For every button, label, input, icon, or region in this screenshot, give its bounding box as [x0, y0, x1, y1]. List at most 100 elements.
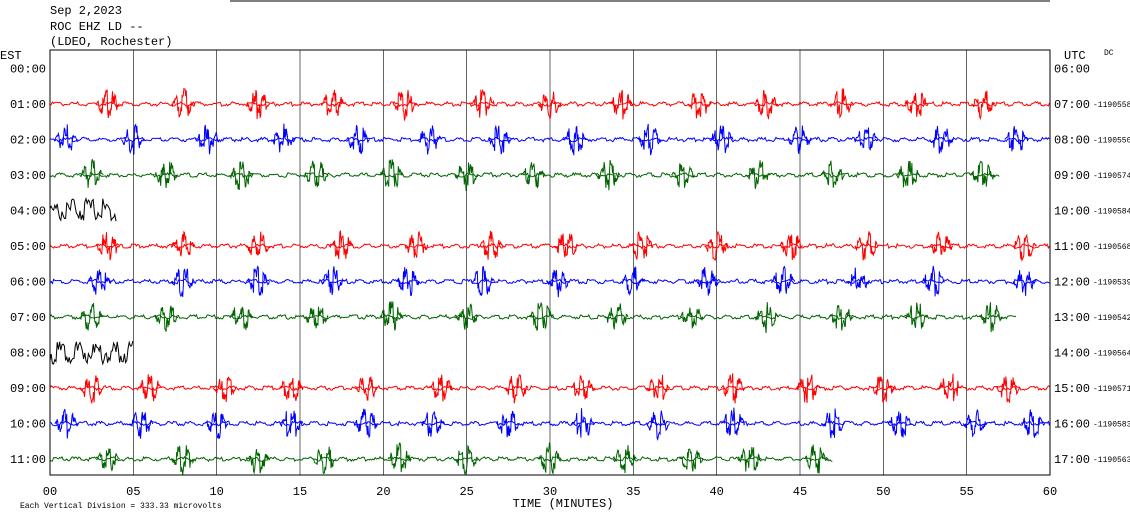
utc-label: 15:00 — [1054, 382, 1090, 396]
event-burst — [454, 444, 479, 476]
event-burst — [962, 409, 987, 437]
event-burst — [795, 374, 821, 403]
event-burst — [470, 266, 496, 296]
est-label: 10:00 — [10, 418, 46, 432]
event-burst — [246, 265, 271, 297]
event-burst — [537, 91, 562, 120]
event-burst — [929, 125, 954, 154]
x-tick-label: 15 — [293, 485, 307, 499]
event-burst — [595, 160, 621, 191]
x-tick-label: 55 — [959, 485, 973, 499]
event-burst — [195, 124, 221, 155]
event-burst — [95, 232, 121, 261]
title-line: Sep 2,2023 — [50, 4, 122, 18]
event-burst — [313, 446, 337, 475]
event-burst — [904, 92, 929, 117]
event-burst — [570, 375, 596, 400]
trace-id: -1190584 — [1093, 208, 1130, 217]
left-axis-label: EST — [0, 49, 22, 63]
trace-id: -1190542 — [1093, 314, 1130, 323]
est-label: 04:00 — [10, 205, 46, 219]
event-burst — [537, 442, 562, 475]
event-burst — [246, 89, 270, 120]
x-tick-label: 25 — [459, 485, 473, 499]
event-burst — [604, 303, 629, 330]
event-burst — [896, 160, 920, 188]
event-burst — [429, 374, 454, 402]
trace — [50, 136, 1050, 143]
event-burst — [870, 376, 896, 405]
event-burst — [612, 445, 637, 474]
x-tick-label: 45 — [793, 485, 807, 499]
event-burst — [392, 89, 417, 122]
trace-id: -1190539 — [1093, 279, 1130, 288]
trace-id: -1190583 — [1093, 421, 1130, 430]
event-burst — [279, 377, 304, 401]
est-label: 11:00 — [10, 453, 46, 467]
event-burst — [829, 305, 854, 331]
event-burst — [929, 231, 954, 255]
x-tick-label: 20 — [376, 485, 390, 499]
utc-label: 06:00 — [1054, 63, 1090, 77]
utc-label: 13:00 — [1054, 311, 1090, 325]
x-tick-label: 05 — [126, 485, 140, 499]
x-tick-label: 35 — [626, 485, 640, 499]
trace — [49, 197, 117, 222]
event-burst — [246, 231, 271, 256]
trace — [49, 384, 1050, 392]
utc-label: 14:00 — [1054, 347, 1090, 361]
event-burst — [646, 410, 670, 441]
event-burst — [695, 267, 721, 296]
est-label: 03:00 — [10, 169, 46, 183]
trace-id: -1190574 — [1093, 172, 1130, 181]
est-label: 02:00 — [10, 134, 46, 148]
event-burst — [87, 269, 112, 295]
event-burst — [770, 265, 796, 294]
x-tick-label: 60 — [1043, 485, 1057, 499]
event-burst — [545, 269, 571, 298]
event-burst — [120, 123, 145, 155]
est-label: 09:00 — [10, 382, 46, 396]
event-burst — [79, 375, 104, 404]
right-axis-label: UTC — [1064, 49, 1086, 63]
event-burst — [1004, 126, 1029, 152]
est-label: 08:00 — [10, 347, 46, 361]
utc-label: 09:00 — [1054, 169, 1090, 183]
x-tick-label: 00 — [43, 485, 57, 499]
event-burst — [737, 447, 762, 472]
event-burst — [54, 124, 79, 151]
event-burst — [79, 159, 104, 188]
est-label: 06:00 — [10, 276, 46, 290]
event-burst — [571, 408, 595, 438]
event-burst — [609, 89, 634, 120]
x-tick-label: 10 — [209, 485, 223, 499]
event-burst — [646, 374, 670, 400]
event-burst — [487, 124, 512, 155]
utc-label: 10:00 — [1054, 205, 1090, 219]
event-burst — [304, 160, 329, 188]
event-burst — [495, 410, 520, 438]
event-burst — [820, 160, 845, 188]
trace — [49, 278, 1050, 285]
est-label: 07:00 — [10, 311, 46, 325]
x-tick-label: 50 — [876, 485, 890, 499]
event-burst — [704, 230, 729, 261]
event-burst — [229, 306, 254, 330]
event-burst — [346, 125, 371, 155]
event-burst — [754, 302, 779, 334]
event-burst — [354, 376, 379, 401]
event-burst — [454, 162, 479, 191]
event-burst — [354, 408, 379, 439]
utc-label: 08:00 — [1054, 134, 1090, 148]
event-burst — [679, 307, 704, 329]
event-burst — [245, 449, 271, 475]
est-label: 01:00 — [10, 98, 46, 112]
event-burst — [95, 89, 120, 118]
event-burst — [709, 125, 734, 154]
event-burst — [320, 266, 346, 295]
event-burst — [320, 89, 345, 116]
utc-label: 07:00 — [1054, 98, 1090, 112]
event-burst — [379, 301, 404, 331]
